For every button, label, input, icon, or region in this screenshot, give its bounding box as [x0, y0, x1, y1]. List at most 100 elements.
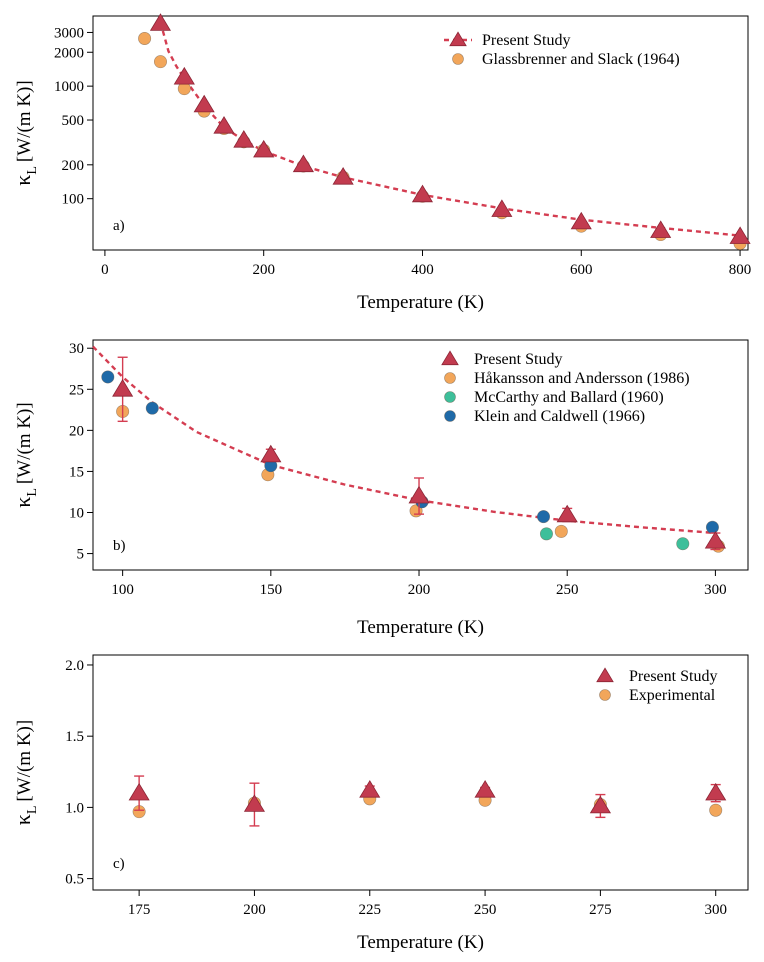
- y-tick-label: 1.0: [65, 800, 84, 816]
- x-tick-label: 200: [252, 262, 275, 278]
- x-tick-label: 150: [260, 582, 283, 598]
- x-tick-label: 200: [243, 902, 266, 918]
- x-tick-label: 100: [111, 582, 134, 598]
- data-point-triangle: [475, 781, 495, 797]
- y-tick-label: 5: [77, 547, 85, 563]
- series-experimental: [133, 793, 722, 818]
- data-point-triangle: [557, 506, 577, 522]
- figure: 0 200 400 600 800 100 200 500 1000 2000 3000 Temper…: [0, 0, 764, 962]
- data-point-triangle: [591, 797, 611, 813]
- data-point-circle: [138, 32, 150, 44]
- data-point-triangle: [113, 380, 133, 396]
- y-tick-label: 15: [69, 464, 84, 480]
- legend-marker-circle: [445, 411, 456, 422]
- legend: Present Study Experimental: [597, 668, 718, 704]
- y-axis-label-text: κL [W/(m K)]: [10, 80, 40, 185]
- legend-marker-triangle: [597, 668, 613, 682]
- y-tick-label: 0.5: [65, 872, 84, 888]
- data-point-circle: [555, 525, 567, 537]
- y-tick-label: 20: [69, 423, 84, 439]
- legend: Present Study Håkansson and Andersson (19…: [442, 351, 690, 425]
- data-point-circle: [540, 528, 552, 540]
- y-tick-label: 500: [62, 113, 85, 129]
- data-point-circle: [102, 371, 114, 383]
- x-tick-label: 225: [359, 902, 382, 918]
- y-tick-label: 30: [69, 341, 84, 357]
- data-point-triangle: [174, 68, 194, 84]
- legend-marker-circle: [445, 373, 456, 384]
- x-axis-label: Temperature (K): [357, 292, 484, 313]
- data-point-circle: [154, 55, 166, 67]
- y-axis-units: [W/(m K)]: [14, 402, 35, 484]
- legend-marker-circle: [453, 54, 464, 65]
- y-axis-subscript: L: [25, 806, 40, 815]
- x-tick-label: 275: [589, 902, 612, 918]
- y-axis-label: κL [W/(m K)]: [10, 402, 40, 507]
- data-point-triangle: [245, 795, 265, 811]
- data-point-circle: [710, 804, 722, 816]
- data-point-triangle: [214, 117, 234, 133]
- chart-panel-a: 0 200 400 600 800 100 200 500 1000 2000 3000 Temper…: [10, 14, 751, 313]
- y-tick-label: 2000: [54, 45, 84, 61]
- legend-label: Experimental: [629, 687, 716, 704]
- chart-panel-b: 100 150 200 250 300 5 10 15 20 25 30 Temperature (K…: [10, 340, 748, 638]
- chart-panel-c: 175 200 225 250 275 300 0.5 1.0 1.5 2.0 Temperatur…: [10, 655, 748, 953]
- x-axis-label: Temperature (K): [357, 932, 484, 953]
- legend-marker-triangle: [442, 351, 458, 365]
- legend-label: Present Study: [629, 668, 717, 685]
- data-point-circle: [677, 538, 689, 550]
- x-tick-label: 600: [570, 262, 593, 278]
- y-axis-subscript: L: [25, 166, 40, 175]
- legend: Present Study Glassbrenner and Slack (196…: [444, 32, 680, 68]
- x-tick-label: 175: [128, 902, 151, 918]
- x-tick-label: 800: [729, 262, 752, 278]
- y-axis-label-text: κL [W/(m K)]: [10, 720, 40, 825]
- data-point-triangle: [706, 784, 726, 800]
- data-point-triangle: [706, 532, 726, 548]
- y-tick-label: 3000: [54, 25, 84, 41]
- x-tick-label: 250: [474, 902, 497, 918]
- y-axis-kappa: κ: [10, 175, 35, 186]
- data-point-circle: [706, 521, 718, 533]
- series-present-study: [151, 14, 750, 244]
- panel-label: a): [113, 218, 125, 234]
- data-point-triangle: [409, 487, 429, 503]
- legend-label: Present Study: [482, 32, 570, 49]
- x-tick-label: 200: [408, 582, 431, 598]
- data-point-triangle: [261, 446, 281, 462]
- x-tick-label: 0: [101, 262, 109, 278]
- data-point-circle: [146, 402, 158, 414]
- series-present-study: [129, 776, 725, 826]
- data-point-triangle: [360, 781, 380, 797]
- legend-label: Present Study: [474, 351, 562, 368]
- y-tick-label: 100: [62, 192, 85, 208]
- x-tick-label: 400: [411, 262, 434, 278]
- y-axis-label-text: κL [W/(m K)]: [10, 402, 40, 507]
- y-axis-kappa: κ: [10, 814, 35, 825]
- y-tick-label: 1.5: [65, 729, 84, 745]
- x-axis-label: Temperature (K): [357, 617, 484, 638]
- y-axis-units: [W/(m K)]: [14, 720, 35, 802]
- y-tick-label: 10: [69, 506, 84, 522]
- y-axis-label: κL [W/(m K)]: [10, 720, 40, 825]
- y-axis-subscript: L: [25, 488, 40, 497]
- legend-marker-circle: [445, 392, 456, 403]
- y-tick-label: 200: [62, 158, 85, 174]
- data-point-triangle: [129, 784, 149, 800]
- y-axis-label: κL [W/(m K)]: [10, 80, 40, 185]
- data-point-circle: [537, 510, 549, 522]
- y-tick-label: 25: [69, 382, 84, 398]
- data-point-triangle: [234, 131, 254, 147]
- series-h-kansson-and-andersson-1986-: [116, 405, 724, 552]
- data-point-triangle: [294, 155, 314, 171]
- legend-label: Klein and Caldwell (1966): [474, 408, 645, 425]
- data-point-triangle: [651, 221, 671, 237]
- y-axis-units: [W/(m K)]: [14, 80, 35, 162]
- y-tick-label: 1000: [54, 79, 84, 95]
- x-tick-label: 300: [704, 902, 727, 918]
- panel-label: c): [113, 856, 125, 872]
- legend-label: McCarthy and Ballard (1960): [474, 389, 664, 406]
- data-point-triangle: [571, 213, 591, 229]
- y-tick-label: 2.0: [65, 658, 84, 674]
- data-point-triangle: [254, 141, 274, 157]
